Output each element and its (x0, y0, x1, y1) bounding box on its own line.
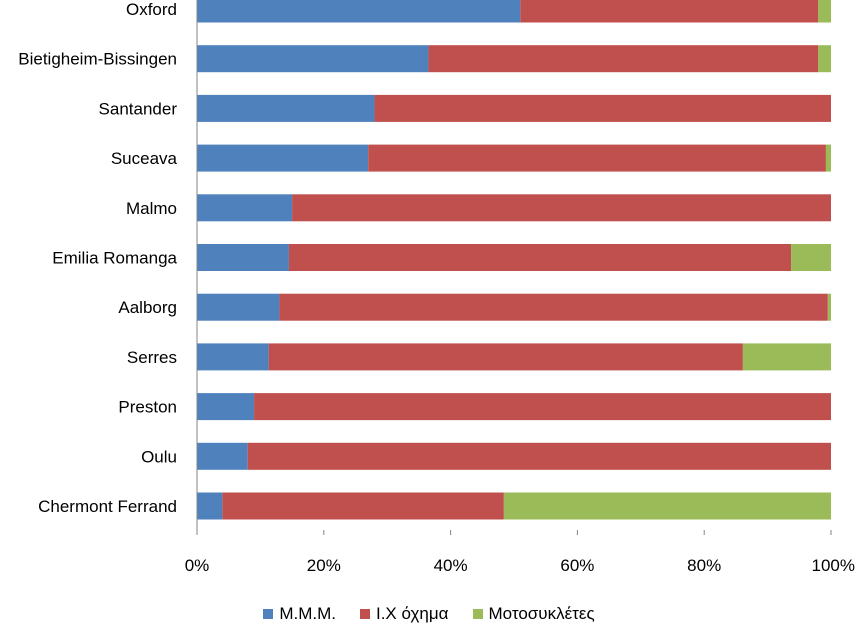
bar-segment-3-11 (503, 492, 831, 520)
category-label: Chermont Ferrand (38, 497, 177, 516)
stacked-bar-chart: 0% 20% 40% 60% 80% 100% Oxford Bietigheim-Biss… (18, 0, 855, 575)
category-label: Santander (99, 99, 178, 118)
category-label: Malmo (126, 199, 177, 218)
category-label: Preston (118, 398, 177, 417)
category-label: Serres (127, 348, 177, 367)
category-label: Oxford (126, 0, 177, 19)
legend-label: Μοτοσυκλέτες (488, 604, 595, 623)
bar-segment-1-7 (197, 293, 280, 321)
bars-group (197, 0, 832, 520)
bar-segment-2-11 (222, 492, 504, 520)
legend-item-2: Ι.Χ όχημα (359, 604, 449, 624)
bar-segment-2-4 (368, 144, 826, 172)
legend-label: Ι.Χ όχημα (375, 604, 449, 623)
x-tick-label: 20% (307, 556, 341, 575)
bar-segment-1-5 (197, 194, 293, 222)
bar-segment-2-3 (374, 94, 831, 122)
x-axis-ticks: 0% 20% 40% 60% 80% 100% (185, 530, 855, 575)
x-tick-label: 60% (560, 556, 594, 575)
bar-segment-1-8 (197, 343, 269, 371)
bar-segment-1-2 (197, 45, 429, 73)
category-label: Emilia Romanga (52, 249, 177, 268)
category-label: Aalborg (118, 298, 177, 317)
bar-segment-3-4 (825, 144, 831, 172)
bar-segment-3-6 (791, 244, 831, 271)
bar-segment-3-1 (818, 0, 831, 23)
x-tick-label: 100% (812, 556, 855, 575)
legend-label: Μ.Μ.Μ. (279, 604, 336, 623)
bar-segment-2-6 (288, 244, 792, 271)
category-label: Oulu (141, 447, 177, 466)
bar-segment-1-6 (197, 244, 289, 271)
bar-segment-1-9 (197, 393, 255, 421)
bar-segment-2-8 (268, 343, 743, 371)
category-label: Suceava (111, 149, 178, 168)
legend-swatch (263, 609, 274, 619)
x-tick-label: 40% (434, 556, 468, 575)
bar-segment-1-1 (197, 0, 521, 23)
bar-segment-1-11 (197, 492, 223, 520)
legend: Μ.Μ.Μ. Ι.Χ όχημα Μοτοσυκλέτες (0, 604, 858, 624)
x-tick-label: 0% (185, 556, 210, 575)
bar-segment-1-4 (197, 144, 369, 172)
bar-segment-2-1 (520, 0, 819, 23)
legend-item-1: Μ.Μ.Μ. (263, 604, 336, 624)
bar-segment-3-7 (827, 293, 831, 321)
bar-segment-1-10 (197, 442, 248, 470)
bar-segment-3-8 (742, 343, 831, 371)
x-tick-label: 80% (687, 556, 721, 575)
bar-segment-3-2 (818, 45, 831, 73)
bar-segment-2-5 (292, 194, 832, 222)
bar-segment-2-7 (279, 293, 828, 321)
legend-swatch (359, 609, 370, 619)
bar-segment-1-3 (197, 94, 375, 122)
legend-swatch (472, 609, 483, 619)
bar-segment-2-9 (254, 393, 831, 421)
category-label: Bietigheim-Bissingen (18, 50, 177, 69)
legend-item-3: Μοτοσυκλέτες (472, 604, 595, 624)
bar-segment-2-10 (247, 442, 832, 470)
bar-segment-2-2 (428, 45, 819, 73)
category-labels: Oxford Bietigheim-Bissingen Santander Sucea… (18, 0, 177, 516)
